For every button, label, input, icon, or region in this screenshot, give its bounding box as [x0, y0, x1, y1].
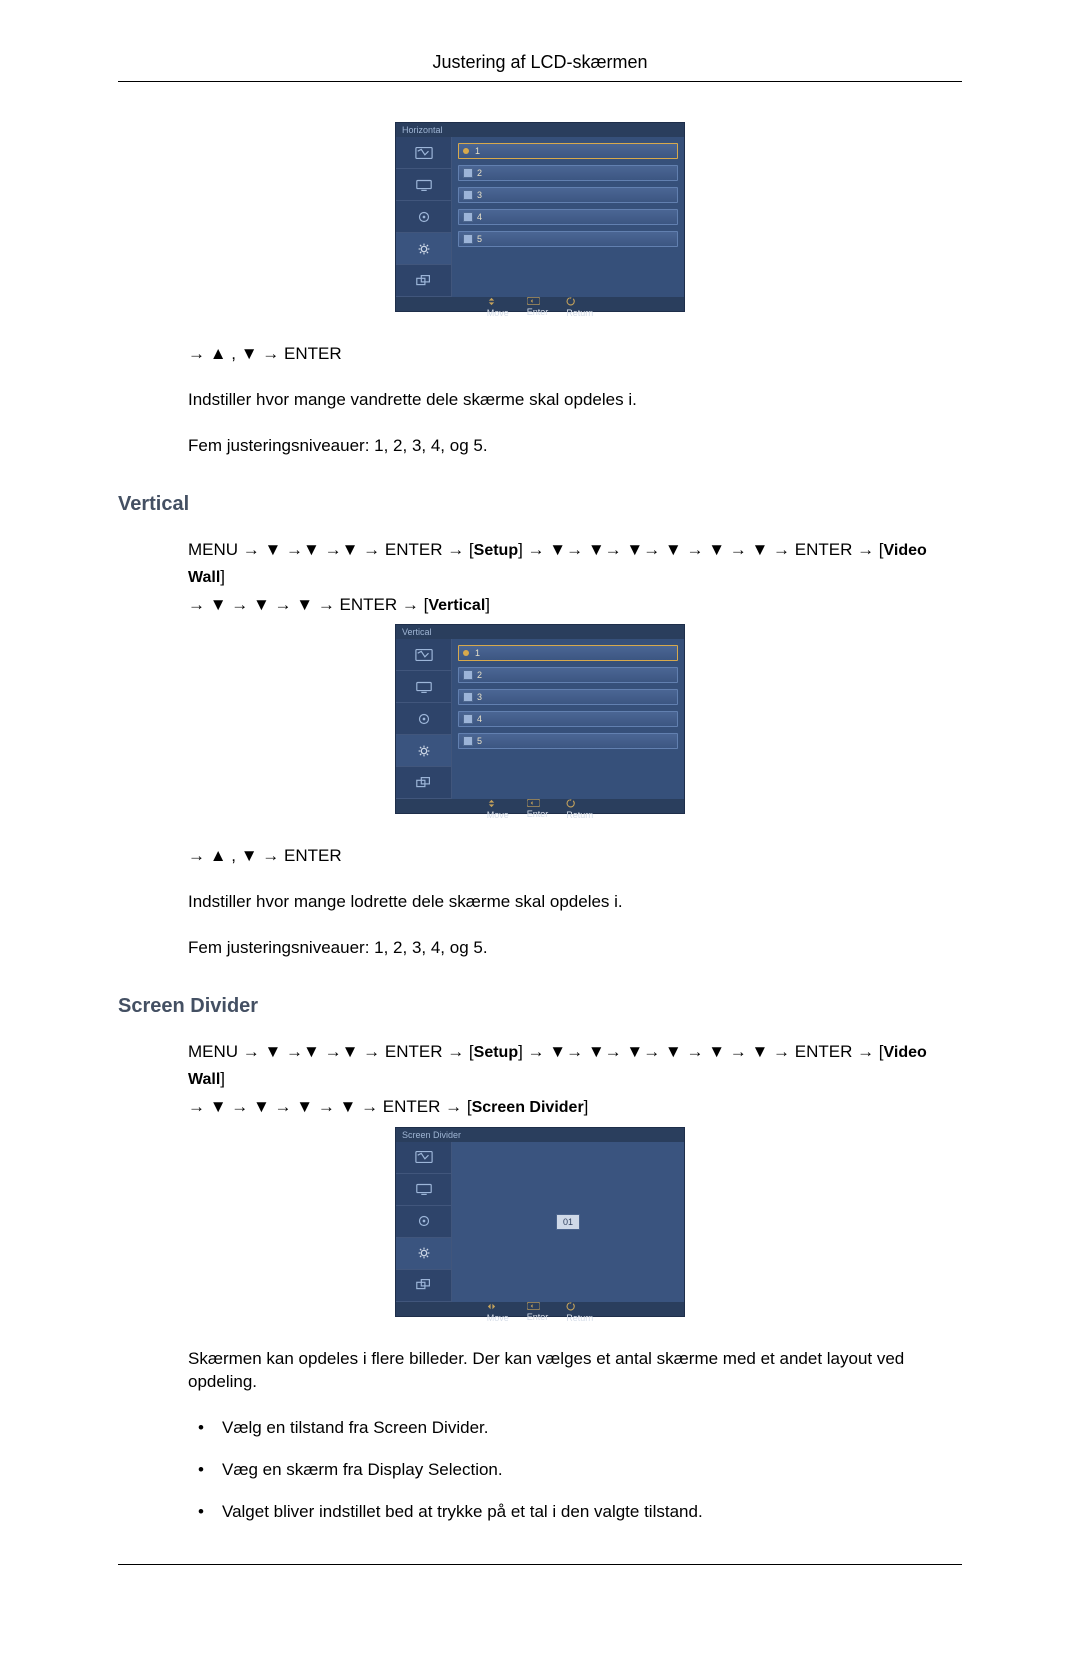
horizontal-desc1: Indstiller hvor mange vandrette dele skæ… — [188, 388, 962, 412]
osd-sidebar — [396, 137, 452, 297]
osd-title: Horizontal — [396, 123, 684, 137]
screen-divider-text: Skærmen kan opdeles i flere billeder. De… — [188, 1347, 962, 1395]
osd-row-2: 2 — [458, 667, 678, 683]
picture-icon — [396, 639, 451, 671]
horizontal-text: → ▲ , ▼ → ENTER Indstiller hvor mange va… — [188, 342, 962, 457]
screen-divider-path: MENU → ▼ →▼ →▼ → ENTER → [Setup] → ▼→ ▼→… — [188, 1038, 962, 1121]
vertical-heading: Vertical — [118, 490, 962, 518]
osd-row-2: 2 — [458, 165, 678, 181]
vertical-desc2: Fem justeringsniveauer: 1, 2, 3, 4, og 5… — [188, 936, 962, 960]
osd-footer: Move Enter Return — [396, 297, 684, 311]
screen-divider-heading: Screen Divider — [118, 992, 962, 1020]
osd-row-1: 1 — [458, 645, 678, 661]
picture-icon — [396, 1142, 451, 1174]
screen-divider-bullets: Vælg en tilstand fra Screen Divider. Væg… — [188, 1416, 962, 1523]
bullet-3: Valget bliver indstillet bed at trykke p… — [188, 1500, 962, 1524]
osd-row-3: 3 — [458, 187, 678, 203]
vertical-path: MENU → ▼ →▼ →▼ → ENTER → [Setup] → ▼→ ▼→… — [188, 536, 962, 619]
osd-title: Screen Divider — [396, 1128, 684, 1142]
osd-main: 1 2 3 4 5 — [452, 137, 684, 297]
vertical-desc1: Indstiller hvor mange lodrette dele skær… — [188, 890, 962, 914]
gear-icon — [396, 1238, 451, 1270]
vertical-nav: → ▲ , ▼ → ENTER — [188, 844, 962, 868]
osd-horizontal: Horizontal 1 2 3 4 5 Move Enter Return — [395, 122, 685, 312]
footer-divider — [118, 1564, 962, 1565]
label-vertical: Vertical — [428, 597, 485, 614]
osd-screen-divider: Screen Divider 01 Move Enter Return — [395, 1127, 685, 1317]
bullet-1: Vælg en tilstand fra Screen Divider. — [188, 1416, 962, 1440]
label-screen-divider: Screen Divider — [472, 1099, 584, 1116]
footer-move: Move — [487, 810, 509, 820]
osd-footer: Move Enter Return — [396, 1302, 684, 1316]
footer-move: Move — [487, 308, 509, 318]
gear-icon — [396, 735, 451, 767]
footer-return: Return — [566, 308, 593, 318]
circle-icon — [396, 1206, 451, 1238]
gear-icon — [396, 233, 451, 265]
tv-icon — [396, 169, 451, 201]
label-setup: Setup — [474, 1044, 518, 1061]
footer-enter: Enter — [527, 809, 549, 819]
vertical-text: → ▲ , ▼ → ENTER Indstiller hvor mange lo… — [188, 844, 962, 959]
picture-icon — [396, 137, 451, 169]
footer-move: Move — [487, 1313, 509, 1323]
osd-sidebar — [396, 639, 452, 799]
osd-row-5: 5 — [458, 733, 678, 749]
osd-row-4: 4 — [458, 711, 678, 727]
header-title: Justering af LCD-skærmen — [432, 52, 647, 72]
horizontal-nav: → ▲ , ▼ → ENTER — [188, 342, 962, 366]
label-setup: Setup — [474, 542, 518, 559]
page-header: Justering af LCD-skærmen — [118, 50, 962, 82]
osd-main: 1 2 3 4 5 — [452, 639, 684, 799]
osd-row-4: 4 — [458, 209, 678, 225]
osd-row-1: 1 — [458, 143, 678, 159]
osd-sidebar — [396, 1142, 452, 1302]
footer-enter: Enter — [527, 1312, 549, 1322]
osd-vertical: Vertical 1 2 3 4 5 Move Enter Return — [395, 624, 685, 814]
multi-icon — [396, 265, 451, 297]
circle-icon — [396, 703, 451, 735]
divider-cell: 01 — [556, 1214, 580, 1230]
horizontal-desc2: Fem justeringsniveauer: 1, 2, 3, 4, og 5… — [188, 434, 962, 458]
tv-icon — [396, 1174, 451, 1206]
tv-icon — [396, 671, 451, 703]
screen-divider-desc1: Skærmen kan opdeles i flere billeder. De… — [188, 1347, 962, 1395]
osd-footer: Move Enter Return — [396, 799, 684, 813]
osd-title: Vertical — [396, 625, 684, 639]
circle-icon — [396, 201, 451, 233]
footer-return: Return — [566, 810, 593, 820]
footer-enter: Enter — [527, 307, 549, 317]
bullet-2: Væg en skærm fra Display Selection. — [188, 1458, 962, 1482]
multi-icon — [396, 1270, 451, 1302]
osd-main: 01 — [452, 1142, 684, 1302]
footer-return: Return — [566, 1313, 593, 1323]
osd-row-3: 3 — [458, 689, 678, 705]
multi-icon — [396, 767, 451, 799]
osd-row-5: 5 — [458, 231, 678, 247]
